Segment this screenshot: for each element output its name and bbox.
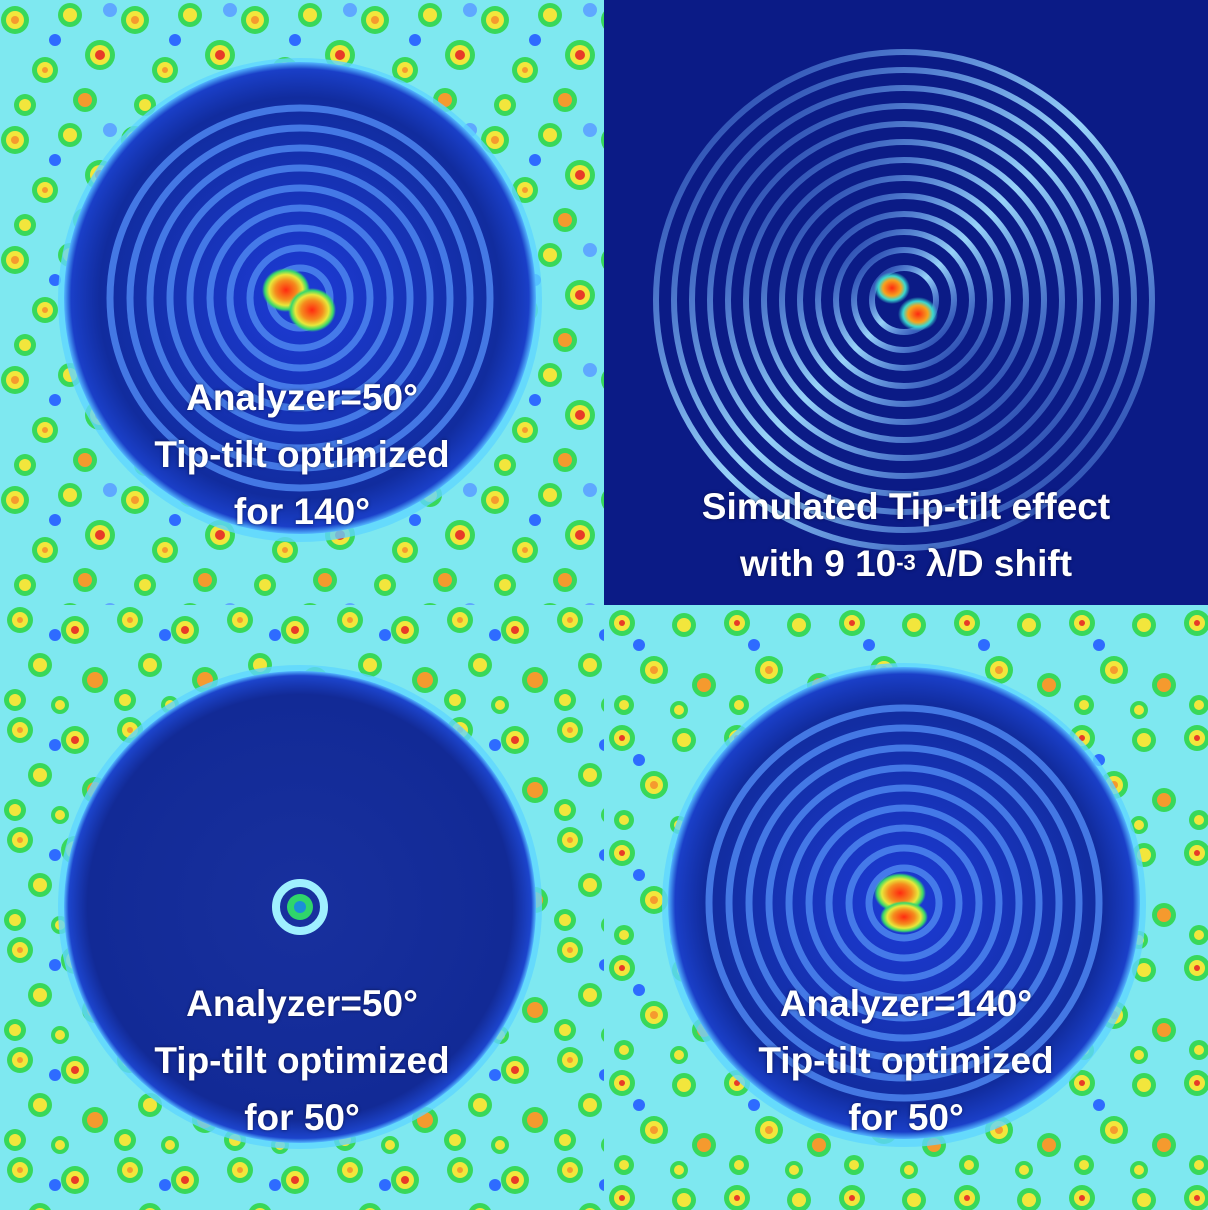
caption-line: Simulated Tip-tilt effect [701,486,1111,527]
panel-caption: Analyzer=50° Tip-tilt optimized for 140° [0,369,604,540]
panel-caption: Analyzer=140° Tip-tilt optimized for 50° [604,975,1208,1146]
coronagraph-image-bottom-left [0,605,604,1210]
caption-line: Tip-tilt optimized [154,434,450,475]
caption-line: with 9 10-3 λ/D shift [604,535,1208,592]
simulation-image-top-right [604,0,1208,605]
caption-line: for 140° [233,491,371,532]
caption-text: with 9 10 [739,543,897,584]
caption-line: for 50° [244,1097,360,1138]
caption-line: Analyzer=140° [779,983,1033,1024]
coronagraph-image-top-left [0,0,604,605]
caption-text: λ/D shift [915,543,1073,584]
caption-line: Analyzer=50° [186,377,418,418]
caption-line: Tip-tilt optimized [154,1040,450,1081]
caption-superscript: -3 [896,550,916,575]
panel-caption: Simulated Tip-tilt effect with 9 10-3 λ/… [604,478,1208,592]
coronagraph-image-bottom-right [604,605,1208,1210]
panel-bottom-right: Analyzer=140° Tip-tilt optimized for 50° [604,605,1208,1210]
caption-line: Analyzer=50° [186,983,418,1024]
panel-top-left: Analyzer=50° Tip-tilt optimized for 140° [0,0,604,605]
caption-line: Tip-tilt optimized [758,1040,1054,1081]
panel-caption: Analyzer=50° Tip-tilt optimized for 50° [0,975,604,1146]
panel-bottom-left: Analyzer=50° Tip-tilt optimized for 50° [0,605,604,1210]
caption-line: for 50° [848,1097,964,1138]
panel-top-right: Simulated Tip-tilt effect with 9 10-3 λ/… [604,0,1208,605]
